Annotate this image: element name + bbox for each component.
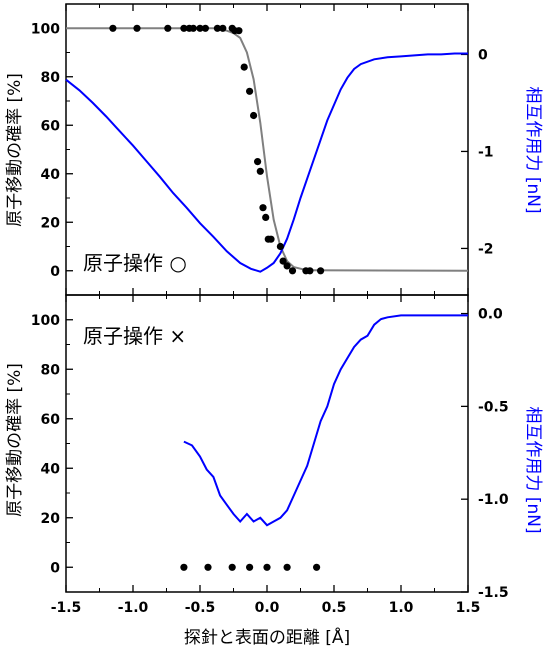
x-tick-label: 0.5 [322, 600, 347, 616]
bottom-annotation: 原子操作 × [83, 324, 186, 348]
x-tick-label: -1.5 [51, 600, 82, 616]
top-probability-point [276, 242, 284, 251]
top-y-tick-label: 20 [41, 215, 61, 231]
bottom-probability-point [204, 563, 212, 571]
top-probability-point [180, 24, 188, 32]
top-probability-point [219, 24, 227, 32]
bottom-y-tick-label: 40 [41, 461, 61, 477]
top-probability-point [259, 204, 267, 212]
top-probability-point [240, 63, 248, 71]
x-tick-label: 0.0 [255, 600, 280, 616]
bottom-y-tick-label: 20 [41, 511, 61, 527]
top-probability-point [283, 262, 291, 270]
top-probability-point [317, 267, 325, 275]
bottom-probability-point [246, 563, 254, 571]
x-axis-label: 探針と表面の距離 [Å] [184, 626, 350, 648]
x-tick-label: -0.5 [185, 600, 216, 616]
top-probability-point [109, 24, 117, 32]
top-y2-tick-label: -2 [478, 241, 494, 257]
top-y-tick-label: 40 [41, 167, 61, 183]
bottom-y-tick-label: 100 [31, 313, 60, 329]
bottom-y-tick-label: 0 [50, 560, 60, 576]
bottom-probability-point [180, 563, 188, 571]
bottom-y2-tick-label: -0.5 [478, 399, 509, 415]
top-ylabel: 原子移動の確率 [%] [5, 73, 25, 227]
bottom-y2-tick-label: 0.0 [478, 307, 503, 323]
top-probability-point [262, 213, 270, 221]
top-y2-tick-label: 0 [478, 47, 488, 63]
bottom-probability-point [263, 563, 271, 571]
top-annotation: 原子操作 ○ [83, 251, 187, 275]
bottom-y-tick-label: 80 [41, 362, 61, 378]
bottom-probability-point [313, 563, 321, 571]
top-probability-point [164, 24, 172, 32]
bottom-y2-tick-label: -1.5 [478, 585, 509, 601]
top-probability-point [279, 257, 287, 265]
bottom-panel: -1.5 -1.0 -0.5 0.0 0.5 1.0 1.5 0 20 40 60 80 100 0.0 -… [31, 295, 509, 616]
bottom-y2label: 相互作用力 [nN] [523, 406, 543, 533]
top-probability-point [235, 27, 243, 35]
x-tick-label: -1.0 [118, 600, 149, 616]
bottom-probability-point [283, 563, 291, 571]
top-probability-point [213, 24, 221, 32]
x-tick-label: 1.0 [389, 600, 414, 616]
top-probability-point [196, 24, 204, 32]
top-probability-point [201, 24, 209, 32]
top-probability-point [250, 111, 258, 120]
x-tick-label: 1.5 [456, 600, 481, 616]
top-panel: 0 20 40 60 80 100 0 -1 -2 [31, 4, 494, 295]
bottom-ylabel: 原子移動の確率 [%] [5, 363, 25, 517]
top-y-tick-label: 100 [31, 21, 60, 37]
top-probability-point [288, 267, 297, 275]
top-y2-tick-label: -1 [478, 144, 494, 160]
bottom-y2-tick-label: -1.0 [478, 492, 509, 508]
top-force-curve [65, 52, 468, 273]
top-probability-fit-curve [66, 27, 469, 272]
top-probability-point [189, 24, 197, 32]
top-y-tick-label: 60 [41, 118, 61, 134]
top-y-tick-label: 80 [41, 70, 61, 86]
top-probability-point [306, 267, 314, 275]
top-probability-point [254, 158, 262, 166]
top-probability-point [256, 167, 264, 175]
top-probability-point [133, 24, 141, 32]
top-y2label: 相互作用力 [nN] [523, 86, 543, 213]
bottom-y-tick-label: 60 [41, 412, 61, 428]
top-y-tick-label: 0 [50, 264, 60, 280]
top-probability-point [246, 87, 254, 95]
bottom-force-curve [183, 314, 468, 527]
bottom-probability-point [228, 563, 236, 571]
top-probability-point [267, 235, 275, 243]
